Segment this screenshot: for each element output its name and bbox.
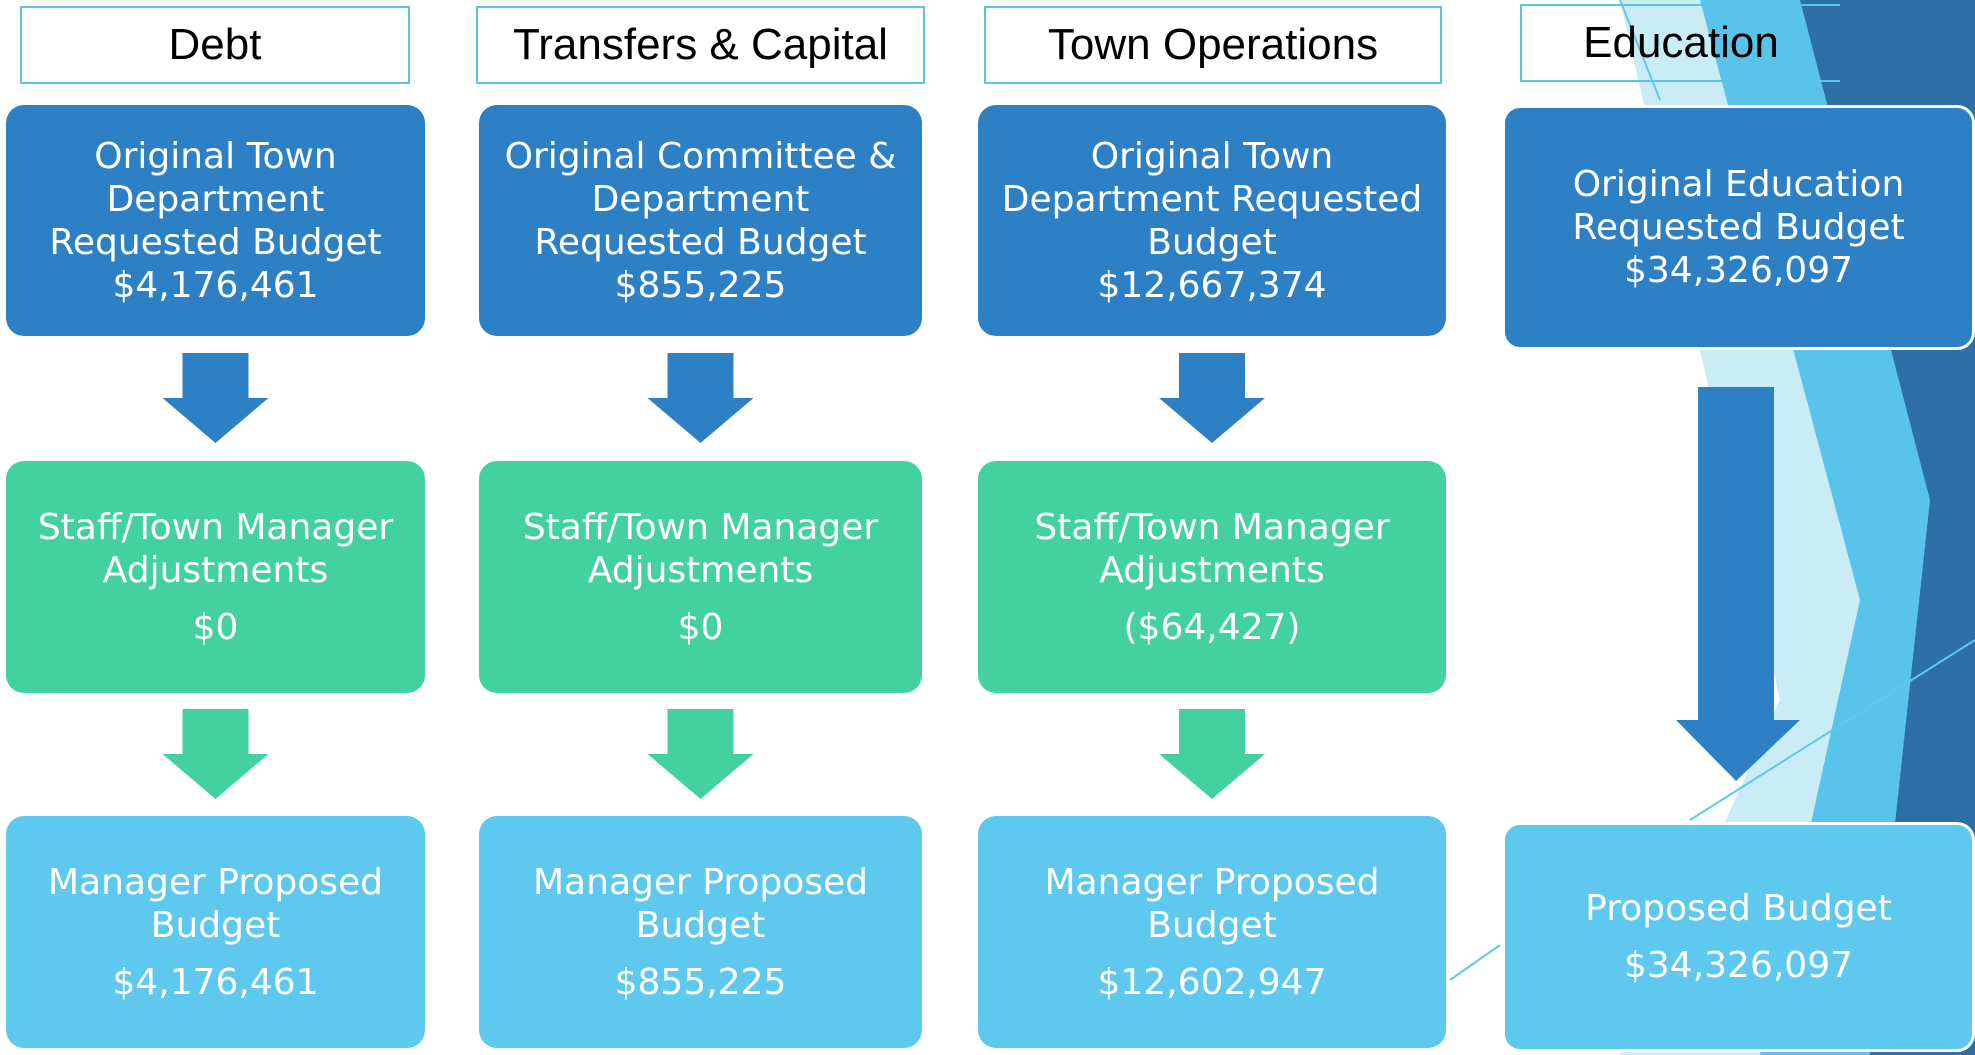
- arrow-down: [163, 709, 269, 799]
- label-line: Requested Budget: [1572, 206, 1904, 249]
- label-line: Manager Proposed: [533, 861, 868, 904]
- column-header: Education: [1520, 4, 1840, 82]
- label-line: Original Town: [94, 135, 336, 178]
- amount: $4,176,461: [112, 264, 318, 307]
- amount: ($64,427): [1124, 606, 1301, 649]
- column-header: Town Operations: [984, 6, 1442, 84]
- label-line: Original Town: [1091, 135, 1333, 178]
- arrow-down: [648, 353, 754, 443]
- label-line: Budget: [151, 904, 280, 947]
- amount: $855,225: [615, 961, 787, 1004]
- label-line: Department: [592, 178, 810, 221]
- column-header: Debt: [20, 6, 410, 84]
- label-line: Adjustments: [103, 549, 328, 592]
- label-line: Staff/Town Manager: [523, 506, 878, 549]
- label-line: Department: [107, 178, 325, 221]
- amount: $4,176,461: [112, 961, 318, 1004]
- arrow-down: [1159, 353, 1265, 443]
- arrow-down: [648, 709, 754, 799]
- label-line: Proposed Budget: [1585, 887, 1892, 930]
- label-line: Staff/Town Manager: [1034, 506, 1389, 549]
- label-line: Manager Proposed: [1045, 861, 1380, 904]
- label-line: Budget: [1147, 904, 1276, 947]
- arrow-down: [163, 353, 269, 443]
- page: DebtOriginal TownDepartmentRequested Bud…: [0, 0, 1975, 1055]
- label-line: Manager Proposed: [48, 861, 383, 904]
- amount: $34,326,097: [1624, 944, 1853, 987]
- deco-line: [1450, 945, 1500, 980]
- label-line: Requested Budget: [534, 221, 866, 264]
- label-line: Budget: [636, 904, 765, 947]
- column-header: Transfers & Capital: [476, 6, 925, 84]
- label-line: Budget: [1147, 221, 1276, 264]
- amount: $0: [193, 606, 239, 649]
- label-line: Original Education: [1573, 163, 1905, 206]
- amount: $855,225: [615, 264, 787, 307]
- budget-box: Proposed Budget $34,326,097: [1502, 822, 1975, 1052]
- label-line: Original Committee &: [505, 135, 897, 178]
- label-line: Requested Budget: [49, 221, 381, 264]
- label-line: Adjustments: [588, 549, 813, 592]
- label-line: Adjustments: [1099, 549, 1324, 592]
- arrow-down: [1159, 709, 1265, 799]
- amount: $12,667,374: [1097, 264, 1326, 307]
- amount: $34,326,097: [1624, 249, 1853, 292]
- amount: $0: [678, 606, 724, 649]
- amount: $12,602,947: [1097, 961, 1326, 1004]
- label-line: Staff/Town Manager: [38, 506, 393, 549]
- label-line: Department Requested: [1002, 178, 1423, 221]
